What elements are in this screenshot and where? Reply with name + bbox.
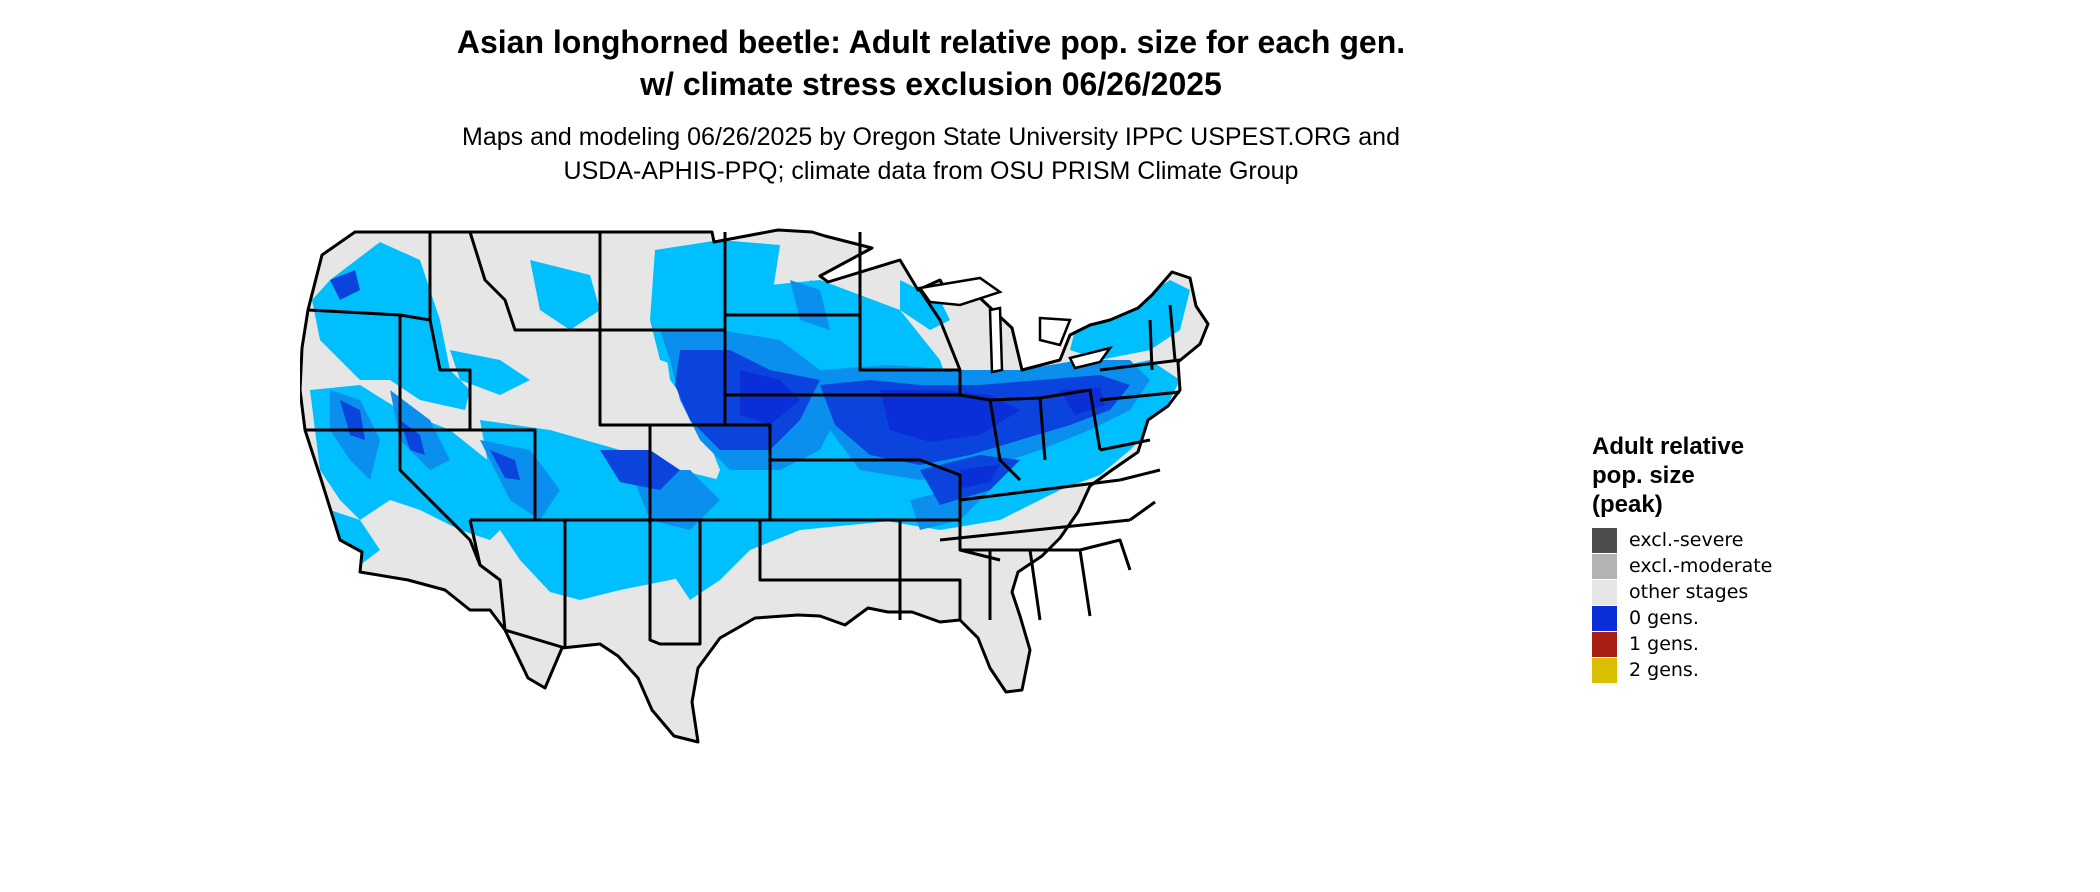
map-title-line-2: w/ climate stress exclusion 06/26/2025 <box>640 66 1222 102</box>
legend-swatch <box>1592 631 1617 657</box>
legend-swatch <box>1592 605 1617 631</box>
legend-label: 0 gens. <box>1629 607 1699 629</box>
legend-label: other stages <box>1629 581 1749 603</box>
us-map <box>300 228 1210 744</box>
legend-item: 0 gens. <box>1592 605 1852 631</box>
legend-title-line-1: Adult relative <box>1592 433 1745 460</box>
legend-swatch <box>1592 553 1617 579</box>
legend-title: Adult relative pop. size (peak) <box>1592 432 1852 519</box>
legend: Adult relative pop. size (peak) excl.-se… <box>1592 432 1852 683</box>
map-subtitle-line-1: Maps and modeling 06/26/2025 by Oregon S… <box>462 123 1400 151</box>
legend-swatch <box>1592 657 1617 683</box>
legend-label: excl.-moderate <box>1629 555 1773 577</box>
legend-item: excl.-moderate <box>1592 553 1852 579</box>
legend-label: 2 gens. <box>1629 659 1699 681</box>
legend-title-line-3: (peak) <box>1592 491 1663 518</box>
legend-swatch <box>1592 579 1617 605</box>
legend-swatch <box>1592 527 1617 553</box>
map-subtitle-line-2: USDA-APHIS-PPQ; climate data from OSU PR… <box>563 157 1299 185</box>
legend-item: other stages <box>1592 579 1852 605</box>
legend-title-line-2: pop. size <box>1592 462 1695 489</box>
legend-items: excl.-severe excl.-moderate other stages 0 … <box>1592 527 1852 683</box>
legend-item: excl.-severe <box>1592 527 1852 553</box>
map-title-line-1: Asian longhorned beetle: Adult relative … <box>456 24 1406 60</box>
darkest-blue-zones <box>740 370 1105 488</box>
legend-label: 1 gens. <box>1629 633 1699 655</box>
legend-item: 2 gens. <box>1592 657 1852 683</box>
legend-label: excl.-severe <box>1629 529 1744 551</box>
great-lakes <box>917 276 1113 374</box>
legend-item: 1 gens. <box>1592 631 1852 657</box>
